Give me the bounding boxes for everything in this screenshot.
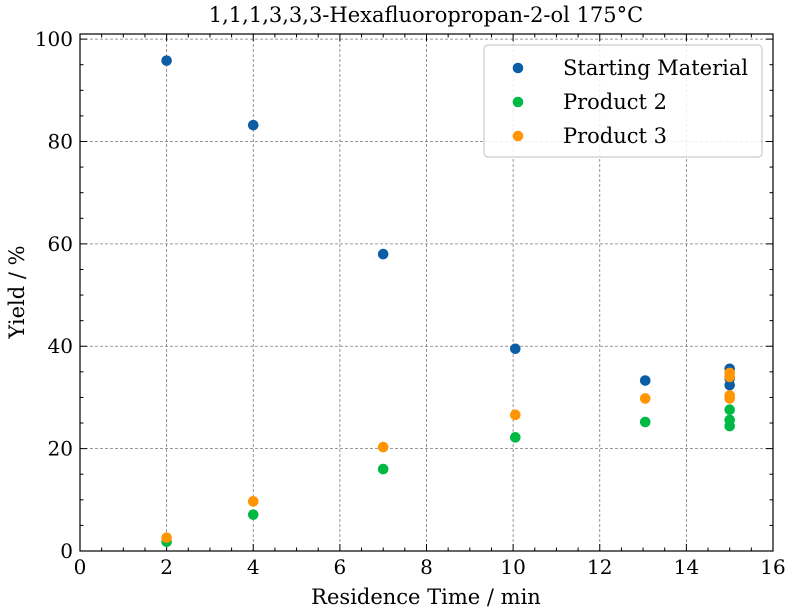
data-point	[509, 432, 521, 443]
x-tick-label: 4	[247, 555, 260, 579]
x-tick-label: 14	[674, 555, 699, 579]
x-tick-label: 2	[160, 555, 173, 579]
data-point	[639, 375, 651, 386]
legend-label: Starting Material	[563, 56, 748, 80]
y-tick-label: 80	[48, 129, 73, 153]
x-axis-label: Residence Time / min	[311, 585, 541, 609]
legend-marker	[512, 96, 524, 108]
data-point	[247, 509, 259, 520]
data-point	[247, 496, 259, 507]
data-points	[161, 55, 735, 548]
data-point	[724, 371, 735, 383]
data-point	[509, 409, 521, 421]
y-tick-label: 40	[48, 334, 73, 358]
y-tick-label: 100	[35, 27, 73, 51]
data-point	[639, 416, 651, 428]
data-point	[724, 420, 735, 432]
plot-frame	[79, 33, 774, 552]
x-tick-label: 8	[420, 555, 433, 579]
x-tick-label: 6	[334, 555, 347, 579]
legend: Starting Material Product 2 Product 3	[483, 44, 763, 158]
data-point	[161, 55, 172, 66]
x-tick-label: 12	[587, 555, 612, 579]
data-point	[377, 441, 389, 453]
data-point	[724, 379, 735, 391]
legend-label: Product 3	[563, 124, 667, 148]
data-point	[639, 393, 651, 404]
y-tick-labels: 0 20 40 60 80 100	[35, 27, 73, 563]
legend-marker	[512, 130, 524, 142]
data-point	[377, 463, 389, 475]
data-point	[247, 119, 259, 131]
x-tick-label: 0	[74, 555, 87, 579]
y-axis-label: Yield / %	[5, 245, 29, 339]
x-tick-label: 10	[500, 555, 525, 579]
data-point	[161, 532, 172, 543]
legend-marker	[512, 62, 524, 74]
chart-title: 1,1,1,3,3,3-Hexafluoropropan-2-ol 175°C	[209, 3, 643, 27]
x-tick-labels: 0 2 4 6 8 10 12 14 16	[74, 555, 786, 579]
y-tick-label: 20	[48, 437, 73, 461]
series-2	[161, 367, 735, 543]
legend-label: Product 2	[563, 90, 667, 114]
data-point	[509, 343, 521, 355]
data-point	[724, 404, 735, 416]
y-tick-label: 0	[60, 539, 73, 563]
y-tick-label: 60	[48, 232, 73, 256]
data-point	[724, 393, 735, 404]
x-tick-label: 16	[760, 555, 785, 579]
data-point	[377, 248, 389, 260]
series-1	[161, 404, 735, 548]
legend-box	[483, 44, 763, 158]
